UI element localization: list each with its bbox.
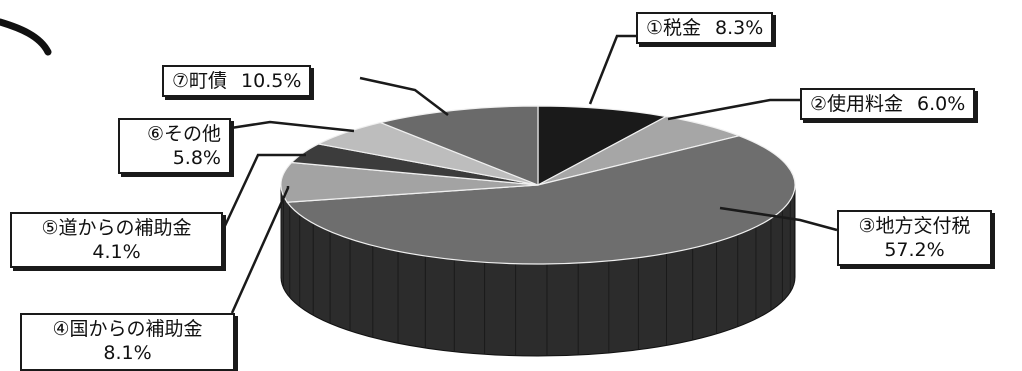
callout-prefecture-subsidy: ⑤道からの補助金 4.1% xyxy=(10,212,223,268)
pie-slice-national-subsidy xyxy=(280,161,539,203)
callout-prefecture-subsidy-label: ⑤道からの補助金 xyxy=(41,217,192,239)
callout-local-allocation-tax-value: 57.2% xyxy=(884,239,945,261)
leader-line-municipal-bond xyxy=(359,76,449,116)
leader-line-prefecture-subsidy xyxy=(221,153,306,231)
decorative-arc xyxy=(0,18,52,56)
callout-tax: ①税金 8.3% xyxy=(636,12,774,44)
callout-municipal-bond: ⑦町債 10.5% xyxy=(162,65,312,97)
callout-municipal-bond-label: ⑦町債 xyxy=(172,70,228,92)
callout-usage-fee-value: 6.0% xyxy=(917,93,966,115)
pie-slice-local-allocation-tax xyxy=(286,135,796,265)
callout-national-subsidy-value: 8.1% xyxy=(103,342,152,364)
leader-line-tax xyxy=(588,34,636,105)
callout-usage-fee: ②使用料金 6.0% xyxy=(800,88,976,120)
callout-local-allocation-tax: ③地方交付税 57.2% xyxy=(837,210,992,266)
leader-line-usage-fee xyxy=(667,98,800,121)
leader-line-other xyxy=(230,120,355,133)
leader-lines xyxy=(221,34,838,314)
pie-top-faces xyxy=(280,105,796,265)
callout-local-allocation-tax-label: ③地方交付税 xyxy=(858,215,971,237)
callout-municipal-bond-value: 10.5% xyxy=(241,70,302,92)
pie-slice-tax xyxy=(537,105,668,187)
callout-tax-label: ①税金 xyxy=(646,17,702,39)
pie-sides xyxy=(280,184,796,357)
callout-tax-value: 8.3% xyxy=(715,17,764,39)
callout-national-subsidy: ④国からの補助金 8.1% xyxy=(20,313,235,371)
leader-line-local-allocation-tax xyxy=(719,206,838,232)
callout-other-label: ⑥その他 xyxy=(146,123,221,145)
callout-national-subsidy-label: ④国からの補助金 xyxy=(52,318,203,340)
callout-other-value: 5.8% xyxy=(172,147,221,169)
callout-prefecture-subsidy-value: 4.1% xyxy=(92,241,141,263)
pie-slice-municipal-bond xyxy=(378,105,539,186)
callout-other: ⑥その他 5.8% xyxy=(118,118,231,174)
leader-line-national-subsidy xyxy=(230,186,290,314)
callout-usage-fee-label: ②使用料金 xyxy=(810,93,904,115)
